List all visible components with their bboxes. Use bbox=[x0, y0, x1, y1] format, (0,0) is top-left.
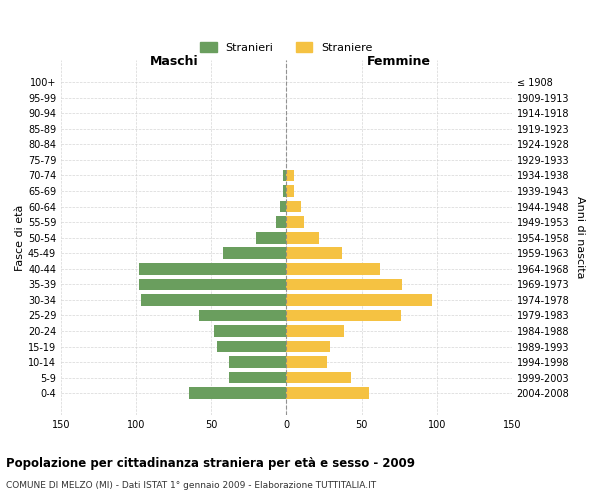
Text: Popolazione per cittadinanza straniera per età e sesso - 2009: Popolazione per cittadinanza straniera p… bbox=[6, 458, 415, 470]
Bar bbox=[283, 185, 286, 197]
Bar bbox=[223, 248, 286, 259]
Y-axis label: Anni di nascita: Anni di nascita bbox=[575, 196, 585, 279]
Bar bbox=[286, 294, 432, 306]
Bar bbox=[286, 216, 304, 228]
Bar bbox=[286, 278, 402, 290]
Bar bbox=[276, 216, 286, 228]
Bar bbox=[286, 356, 327, 368]
Bar bbox=[286, 185, 294, 197]
Bar bbox=[286, 372, 351, 384]
Text: Femmine: Femmine bbox=[367, 55, 431, 68]
Bar bbox=[286, 325, 344, 337]
Bar bbox=[286, 170, 294, 181]
Bar bbox=[229, 356, 286, 368]
Bar bbox=[139, 278, 286, 290]
Text: Maschi: Maschi bbox=[149, 55, 198, 68]
Bar bbox=[139, 263, 286, 274]
Bar bbox=[229, 372, 286, 384]
Bar bbox=[286, 263, 380, 274]
Bar bbox=[286, 248, 342, 259]
Y-axis label: Fasce di età: Fasce di età bbox=[15, 204, 25, 271]
Legend: Stranieri, Straniere: Stranieri, Straniere bbox=[196, 38, 377, 57]
Bar bbox=[140, 294, 286, 306]
Bar bbox=[189, 388, 286, 399]
Bar bbox=[214, 325, 286, 337]
Text: COMUNE DI MELZO (MI) - Dati ISTAT 1° gennaio 2009 - Elaborazione TUTTITALIA.IT: COMUNE DI MELZO (MI) - Dati ISTAT 1° gen… bbox=[6, 481, 376, 490]
Bar bbox=[286, 388, 369, 399]
Bar bbox=[256, 232, 286, 243]
Bar bbox=[286, 201, 301, 212]
Bar bbox=[199, 310, 286, 322]
Bar bbox=[280, 201, 286, 212]
Bar bbox=[286, 232, 319, 243]
Bar bbox=[286, 340, 330, 352]
Bar bbox=[283, 170, 286, 181]
Bar bbox=[217, 340, 286, 352]
Bar bbox=[286, 310, 401, 322]
